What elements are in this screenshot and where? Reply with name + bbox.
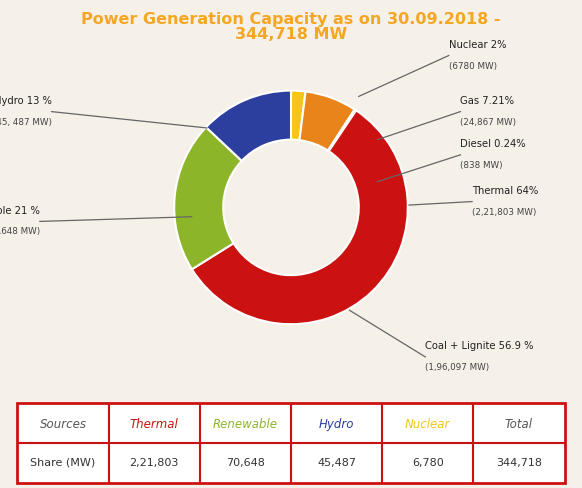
Text: (838 MW): (838 MW) bbox=[460, 161, 503, 170]
Wedge shape bbox=[291, 91, 306, 140]
Text: (6780 MW): (6780 MW) bbox=[449, 61, 497, 71]
Text: Thermal: Thermal bbox=[130, 418, 179, 431]
Text: Nuclear 2%: Nuclear 2% bbox=[449, 40, 506, 50]
Text: Sources: Sources bbox=[40, 418, 87, 431]
Text: Total: Total bbox=[505, 418, 533, 431]
Text: Renewable: Renewable bbox=[213, 418, 278, 431]
Text: Thermal 64%: Thermal 64% bbox=[472, 186, 538, 196]
Text: Gas 7.21%: Gas 7.21% bbox=[460, 96, 514, 106]
Text: Hydro: Hydro bbox=[319, 418, 354, 431]
Wedge shape bbox=[206, 91, 291, 161]
Text: (45, 487 MW): (45, 487 MW) bbox=[0, 118, 52, 126]
Text: (24,867 MW): (24,867 MW) bbox=[460, 118, 516, 126]
Text: (1,96,097 MW): (1,96,097 MW) bbox=[425, 363, 489, 372]
Text: 2,21,803: 2,21,803 bbox=[130, 458, 179, 468]
Text: Diesel 0.24%: Diesel 0.24% bbox=[460, 139, 526, 149]
Text: Share (MW): Share (MW) bbox=[30, 458, 95, 468]
Wedge shape bbox=[328, 109, 356, 151]
Text: Hydro 13 %: Hydro 13 % bbox=[0, 96, 52, 106]
Wedge shape bbox=[300, 91, 354, 151]
Wedge shape bbox=[192, 110, 408, 324]
Text: Renewable 21 %: Renewable 21 % bbox=[0, 206, 40, 216]
Text: 344,718 MW: 344,718 MW bbox=[235, 27, 347, 42]
Text: (70,648 MW): (70,648 MW) bbox=[0, 227, 40, 236]
Text: 70,648: 70,648 bbox=[226, 458, 265, 468]
Text: (2,21,803 MW): (2,21,803 MW) bbox=[472, 207, 537, 217]
Text: Power Generation Capacity as on 30.09.2018 -: Power Generation Capacity as on 30.09.20… bbox=[81, 12, 501, 27]
Text: 6,780: 6,780 bbox=[412, 458, 443, 468]
Text: 45,487: 45,487 bbox=[317, 458, 356, 468]
Text: Nuclear: Nuclear bbox=[405, 418, 450, 431]
Text: 344,718: 344,718 bbox=[496, 458, 542, 468]
Text: Coal + Lignite 56.9 %: Coal + Lignite 56.9 % bbox=[425, 342, 534, 351]
Wedge shape bbox=[174, 127, 242, 269]
